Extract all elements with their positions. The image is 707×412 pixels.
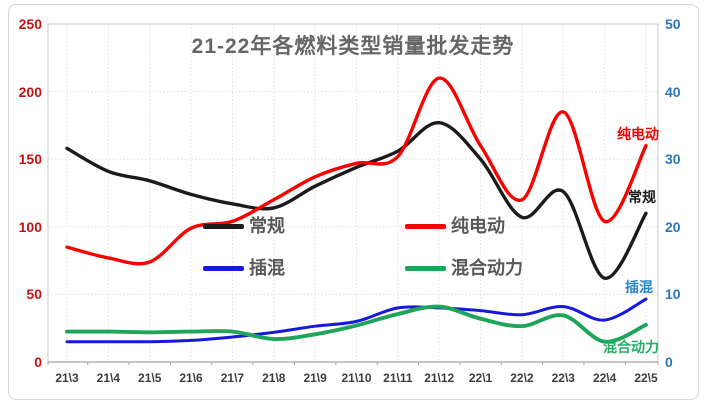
legend-swatch bbox=[405, 223, 446, 229]
x-axis-tick-label: 21\11 bbox=[383, 371, 413, 385]
right-axis-tick-label: 10 bbox=[665, 286, 681, 303]
right-axis-tick-label: 50 bbox=[665, 16, 681, 32]
legend-label: 纯电动 bbox=[451, 216, 505, 236]
x-axis-tick-label: 22\3 bbox=[551, 371, 575, 385]
left-axis-tick-label: 100 bbox=[18, 218, 42, 235]
series-end-label: 纯电动 bbox=[617, 126, 659, 142]
x-axis-tick-label: 21\3 bbox=[55, 371, 79, 385]
left-axis-tick-label: 50 bbox=[26, 286, 42, 303]
legend-label: 插混 bbox=[249, 258, 285, 278]
x-axis-tick-label: 22\1 bbox=[468, 371, 493, 385]
right-axis-tick-label: 0 bbox=[665, 354, 673, 370]
x-axis-tick-label: 22\5 bbox=[634, 371, 658, 385]
series-end-label: 混合动力 bbox=[603, 339, 659, 355]
chart-title: 21-22年各燃料类型销量批发走势 bbox=[191, 35, 515, 58]
left-axis-tick-label: 150 bbox=[18, 151, 42, 168]
chart-frame-border bbox=[8, 4, 699, 400]
x-axis-tick-label: 21\6 bbox=[179, 371, 203, 385]
legend-swatch bbox=[203, 223, 244, 229]
series-end-label: 插混 bbox=[625, 279, 653, 295]
left-axis-tick-label: 250 bbox=[18, 16, 42, 32]
series-line-2 bbox=[65, 76, 648, 266]
x-axis-tick-label: 22\2 bbox=[510, 371, 534, 385]
right-axis-tick-label: 30 bbox=[665, 151, 681, 168]
legend-label: 混合动力 bbox=[451, 258, 523, 278]
legend-swatch bbox=[405, 265, 446, 271]
legend-label: 常规 bbox=[249, 216, 285, 236]
legend-swatch bbox=[203, 265, 244, 271]
right-axis-tick-label: 40 bbox=[665, 83, 681, 100]
right-axis-tick-label: 20 bbox=[665, 218, 681, 235]
x-axis-tick-label: 21\9 bbox=[303, 371, 327, 385]
x-axis-tick-label: 21\12 bbox=[424, 371, 455, 385]
x-axis-tick-label: 21\5 bbox=[138, 371, 162, 385]
series-line-3 bbox=[65, 297, 648, 344]
series-end-label: 常规 bbox=[628, 189, 656, 205]
x-axis-tick-label: 21\4 bbox=[96, 371, 121, 385]
x-axis-tick-label: 21\8 bbox=[262, 371, 286, 385]
left-axis-tick-label: 200 bbox=[18, 83, 42, 100]
x-axis-tick-label: 22\4 bbox=[592, 371, 617, 385]
series-line-4 bbox=[65, 304, 648, 344]
x-axis-tick-label: 21\7 bbox=[220, 371, 245, 385]
x-axis-tick-label: 21\10 bbox=[341, 371, 372, 385]
left-axis-tick-label: 0 bbox=[34, 354, 42, 370]
